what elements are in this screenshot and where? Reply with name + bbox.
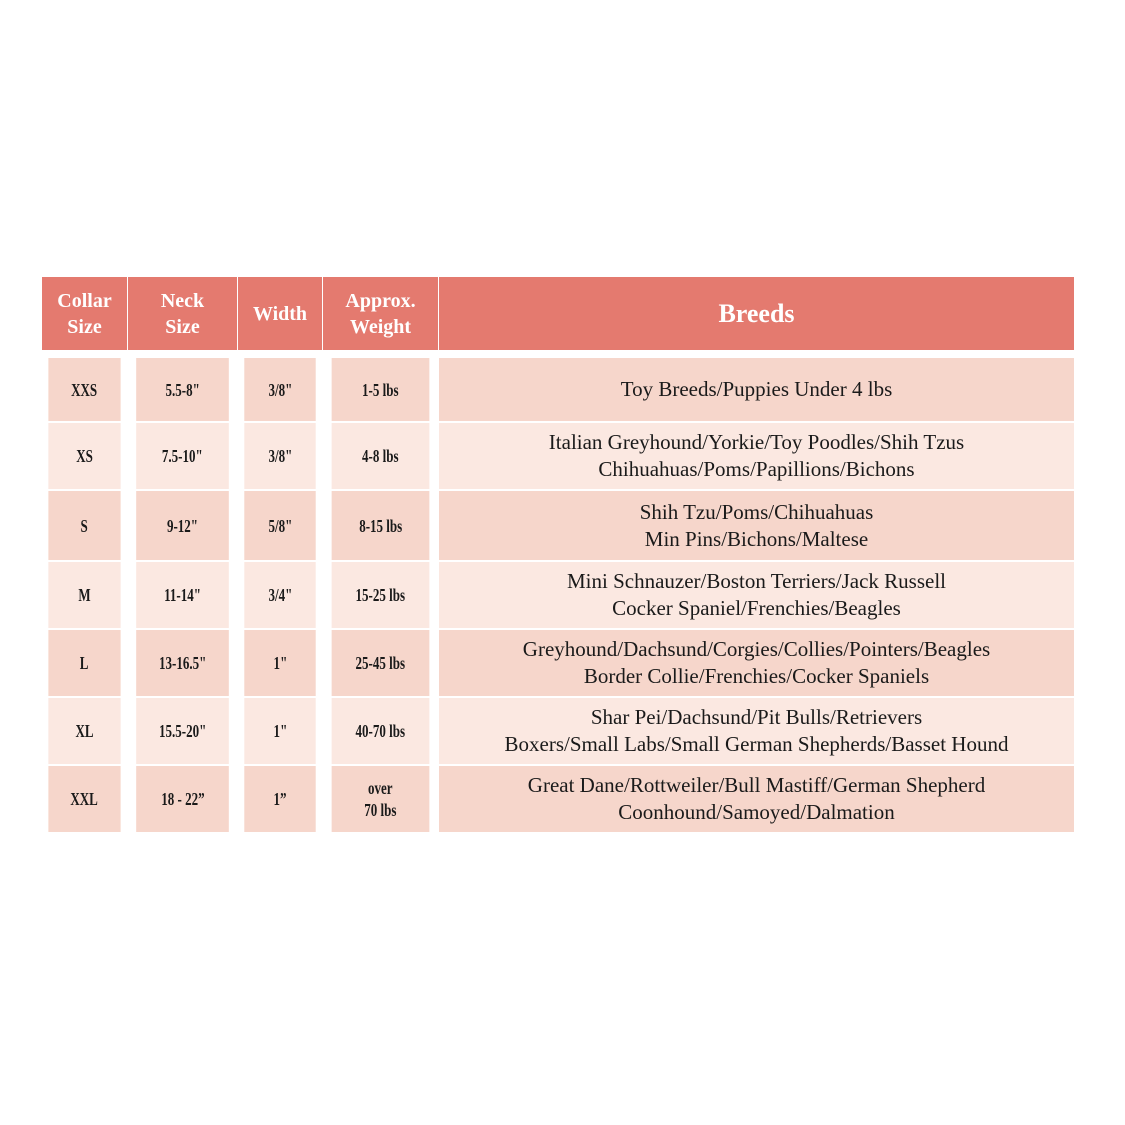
cell-line: 8-15 lbs	[358, 515, 402, 536]
cell-line: 3/8"	[268, 446, 292, 466]
size-cell: 18 - 22”	[136, 766, 229, 832]
cell-line: 9-12"	[166, 515, 199, 536]
size-cell: 25-45 lbs	[331, 630, 430, 696]
size-cell: 8-15 lbs	[331, 491, 430, 560]
size-cell: 1"	[244, 698, 316, 764]
size-cell: XL	[48, 698, 121, 764]
cell-line: 11-14"	[164, 585, 201, 605]
cell-line: XL	[75, 721, 94, 741]
size-cell: 11-14"	[136, 562, 229, 628]
cell-line: XS	[76, 446, 93, 466]
cell-line: Border Collie/Frenchies/Cocker Spaniels	[583, 664, 930, 688]
size-cell: 1-5 lbs	[331, 358, 430, 421]
cell-line: Toy Breeds/Puppies Under 4 lbs	[620, 377, 893, 401]
cell-line: Greyhound/Dachsund/Corgies/Collies/Point…	[522, 637, 991, 661]
cell-line: 25-45 lbs	[355, 653, 406, 673]
cell-line: 15.5-20"	[158, 721, 207, 741]
cell-line: Weight	[349, 315, 412, 338]
header-cell: Neck Size	[128, 277, 237, 350]
size-cell: 7.5-10"	[136, 423, 229, 489]
cell-line: XXS	[71, 379, 98, 400]
size-cell: 3/4"	[244, 562, 316, 628]
size-cell: M	[48, 562, 121, 628]
cell-line: 3/8"	[268, 379, 292, 400]
breeds-cell: Shih Tzu/Poms/Chihuahuas Min Pins/Bichons…	[439, 491, 1074, 560]
cell-line: 1-5 lbs	[362, 379, 399, 400]
size-cell: 5/8"	[244, 491, 316, 560]
header-cell: Breeds	[439, 277, 1074, 350]
cell-line: Coonhound/Samoyed/Dalmation	[618, 800, 895, 824]
size-cell: 13-16.5"	[136, 630, 229, 696]
cell-line: Italian Greyhound/Yorkie/Toy Poodles/Shi…	[548, 430, 965, 454]
cell-line: Great Dane/Rottweiler/Bull Mastiff/Germa…	[527, 773, 986, 797]
size-cell: 1”	[244, 766, 316, 832]
size-cell: over 70 lbs	[331, 766, 430, 832]
breeds-cell: Greyhound/Dachsund/Corgies/Collies/Point…	[439, 630, 1074, 696]
cell-line: 4-8 lbs	[362, 446, 399, 466]
cell-line: Chihuahuas/Poms/Papillions/Bichons	[598, 457, 915, 481]
cell-line: M	[78, 585, 91, 605]
size-cell: XXL	[48, 766, 121, 832]
cell-line: 5/8"	[268, 515, 292, 536]
size-cell: L	[48, 630, 121, 696]
cell-line: 3/4"	[268, 585, 292, 605]
size-cell: 9-12"	[136, 491, 229, 560]
size-cell: 5.5-8"	[136, 358, 229, 421]
cell-line: S	[80, 515, 89, 536]
cell-line: over	[368, 778, 393, 798]
cell-line: Approx.	[345, 289, 416, 312]
size-cell: 40-70 lbs	[331, 698, 430, 764]
cell-line: 7.5-10"	[162, 446, 203, 466]
cell-line: Size	[67, 315, 102, 338]
cell-line: Neck	[160, 289, 205, 312]
cell-line: 13-16.5"	[158, 653, 207, 673]
cell-line: Size	[165, 315, 200, 338]
header-cell: Approx. Weight	[323, 277, 438, 350]
cell-line: Min Pins/Bichons/Maltese	[644, 526, 869, 551]
size-cell: S	[48, 491, 121, 560]
cell-line: XXL	[70, 789, 99, 809]
header-cell: Width	[238, 277, 322, 350]
breeds-cell: Great Dane/Rottweiler/Bull Mastiff/Germa…	[439, 766, 1074, 832]
cell-line: Shar Pei/Dachsund/Pit Bulls/Retrievers	[590, 705, 923, 729]
breeds-cell: Italian Greyhound/Yorkie/Toy Poodles/Shi…	[439, 423, 1074, 489]
cell-line: 1"	[273, 653, 287, 673]
size-cell: 15-25 lbs	[331, 562, 430, 628]
cell-line: Boxers/Small Labs/Small German Shepherds…	[504, 732, 1009, 756]
size-cell: 15.5-20"	[136, 698, 229, 764]
cell-line: Cocker Spaniel/Frenchies/Beagles	[612, 596, 901, 620]
cell-line: Width	[252, 302, 308, 325]
cell-line: Shih Tzu/Poms/Chihuahuas	[639, 499, 874, 524]
cell-line: L	[80, 653, 89, 673]
breeds-cell: Shar Pei/Dachsund/Pit Bulls/Retrievers Bo…	[439, 698, 1074, 764]
cell-line: 40-70 lbs	[355, 721, 406, 741]
size-cell: XXS	[48, 358, 121, 421]
header-cell: Collar Size	[42, 277, 127, 350]
cell-line: 18 - 22”	[160, 789, 205, 809]
cell-line: Mini Schnauzer/Boston Terriers/Jack Russ…	[567, 569, 946, 593]
cell-line: Breeds	[718, 298, 795, 328]
size-cell: 4-8 lbs	[331, 423, 430, 489]
cell-line: 1”	[273, 789, 287, 809]
size-cell: 1"	[244, 630, 316, 696]
cell-line: 15-25 lbs	[355, 585, 406, 605]
cell-line: 1"	[273, 721, 287, 741]
size-cell: 3/8"	[244, 423, 316, 489]
breeds-cell: Mini Schnauzer/Boston Terriers/Jack Russ…	[439, 562, 1074, 628]
cell-line: 5.5-8"	[165, 379, 200, 400]
cell-line: 70 lbs	[364, 800, 397, 820]
size-cell: XS	[48, 423, 121, 489]
size-cell: 3/8"	[244, 358, 316, 421]
cell-line: Collar	[57, 289, 112, 312]
breeds-cell: Toy Breeds/Puppies Under 4 lbs	[439, 358, 1074, 421]
